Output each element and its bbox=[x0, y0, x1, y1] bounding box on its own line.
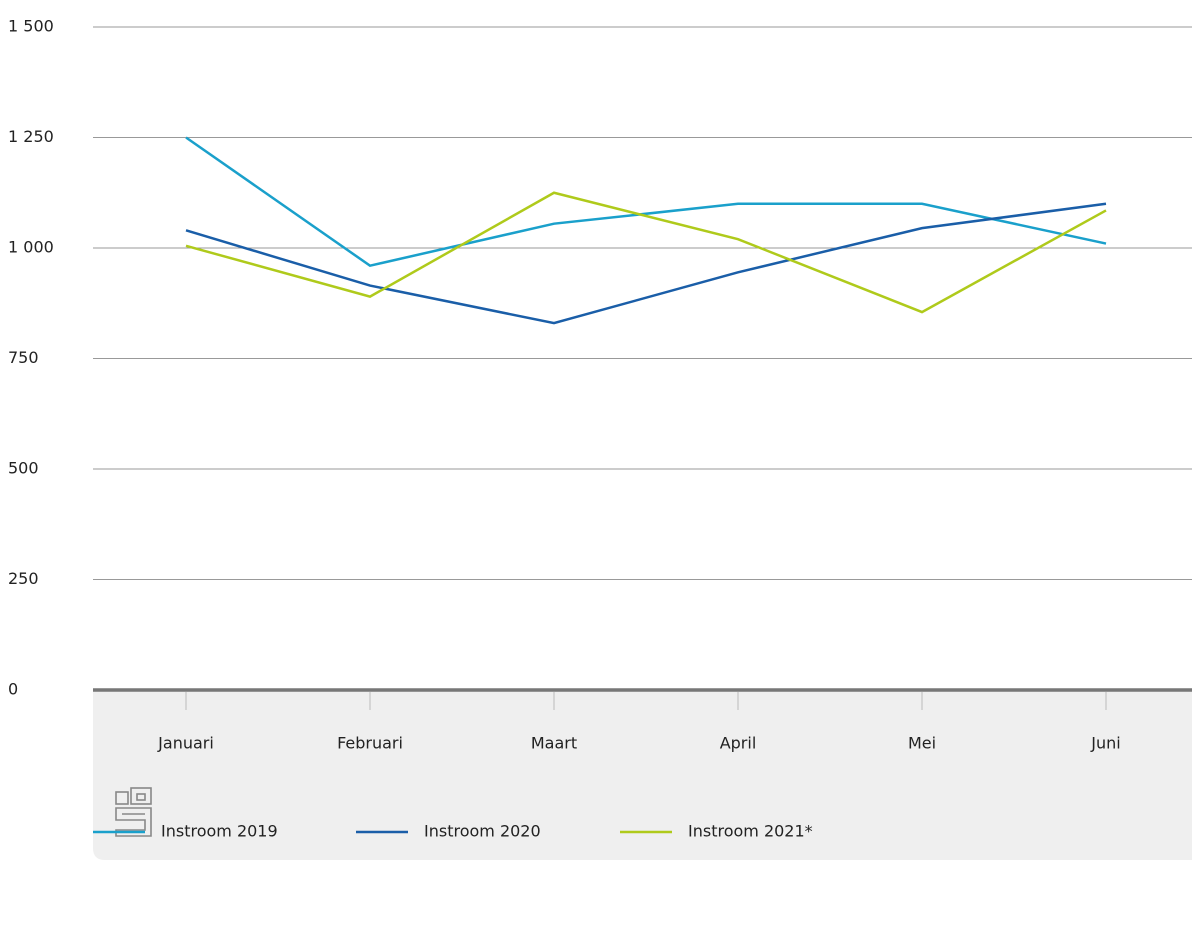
legend-label: Instroom 2019 bbox=[161, 822, 278, 841]
y-tick-label: 500 bbox=[8, 459, 39, 478]
y-tick-label: 1 250 bbox=[8, 127, 54, 146]
y-tick-label: 750 bbox=[8, 348, 39, 367]
x-tick-label: Februari bbox=[337, 734, 403, 753]
series-line bbox=[185, 191, 1107, 314]
series-line bbox=[185, 136, 1107, 268]
x-axis-panel bbox=[93, 690, 1192, 860]
y-tick-label: 1 000 bbox=[8, 238, 54, 257]
y-tick-label: 0 bbox=[8, 680, 18, 699]
series-line bbox=[185, 202, 1107, 325]
logo bbox=[115, 787, 152, 837]
y-tick-label: 1 500 bbox=[8, 17, 54, 36]
x-tick-label: Juni bbox=[1090, 734, 1120, 753]
x-tick-label: Maart bbox=[531, 734, 577, 753]
x-tick-label: April bbox=[720, 734, 757, 753]
x-tick-label: Mei bbox=[908, 734, 936, 753]
y-tick-label: 250 bbox=[8, 569, 39, 588]
legend-label: Instroom 2020 bbox=[424, 822, 541, 841]
x-tick-label: Januari bbox=[157, 734, 214, 753]
legend-label: Instroom 2021* bbox=[688, 822, 813, 841]
